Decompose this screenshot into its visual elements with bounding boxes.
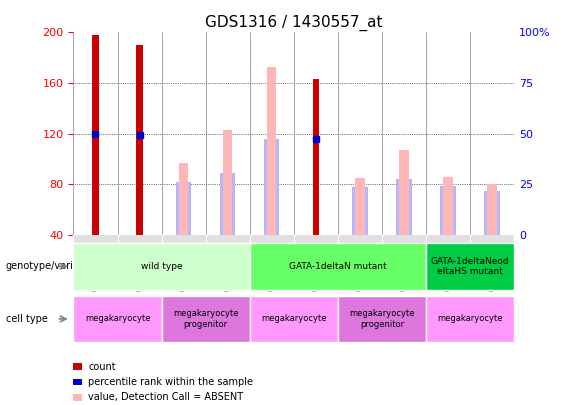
Bar [313,79,319,235]
Text: wild type: wild type [141,262,182,271]
Bar [440,185,456,235]
Text: megakaryocyte
progenitor: megakaryocyte progenitor [349,309,415,328]
Bar [355,178,364,235]
Text: megakaryocyte: megakaryocyte [85,314,150,324]
Text: GATA-1deltaN mutant: GATA-1deltaN mutant [289,262,386,271]
Bar [179,163,188,235]
Bar [176,182,192,235]
Bar [93,35,98,235]
Text: cell type: cell type [6,314,47,324]
Text: megakaryocyte: megakaryocyte [437,314,503,324]
Text: megakaryocyte: megakaryocyte [261,314,327,324]
Text: percentile rank within the sample: percentile rank within the sample [88,377,253,387]
Text: genotype/variation: genotype/variation [6,261,98,271]
Bar [264,139,280,235]
Text: count: count [88,362,116,371]
Text: megakaryocyte
progenitor: megakaryocyte progenitor [173,309,238,328]
Title: GDS1316 / 1430557_at: GDS1316 / 1430557_at [205,15,383,31]
Bar [352,187,368,235]
Bar [484,191,500,235]
Bar [267,66,276,235]
Bar [396,179,412,235]
Bar [137,45,142,235]
Text: GATA-1deltaNeod
eltaHS mutant: GATA-1deltaNeod eltaHS mutant [431,257,510,276]
Bar [223,130,232,235]
Bar [399,150,408,235]
Bar [444,177,453,235]
Bar [488,184,497,235]
Bar [220,173,236,235]
Text: value, Detection Call = ABSENT: value, Detection Call = ABSENT [88,392,244,402]
